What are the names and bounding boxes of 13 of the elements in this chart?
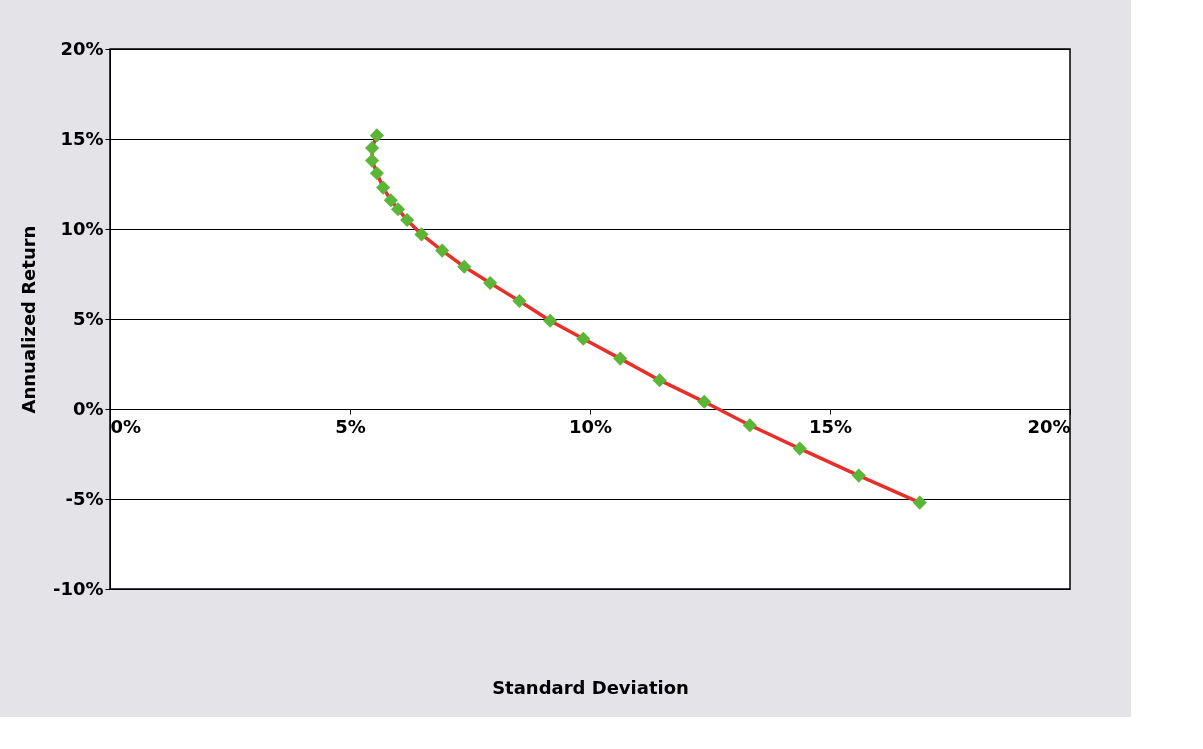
y-tick-label: 5% bbox=[72, 307, 104, 329]
x-axis-title: Standard Deviation bbox=[492, 676, 689, 698]
x-tick-label: 10% bbox=[568, 415, 613, 437]
y-tick-label: 10% bbox=[60, 217, 104, 239]
x-tick-label: 0% bbox=[110, 415, 142, 437]
y-tick-label: -10% bbox=[52, 577, 104, 599]
y-tick-label: -5% bbox=[65, 487, 104, 509]
y-tick-label: 15% bbox=[60, 127, 104, 149]
y-tick-label: 20% bbox=[60, 37, 104, 59]
y-tick-label: 0% bbox=[72, 397, 104, 419]
x-tick-label: 15% bbox=[808, 415, 853, 437]
y-axis-title: Annualized Return bbox=[17, 225, 39, 414]
x-tick-label: 5% bbox=[335, 415, 366, 437]
